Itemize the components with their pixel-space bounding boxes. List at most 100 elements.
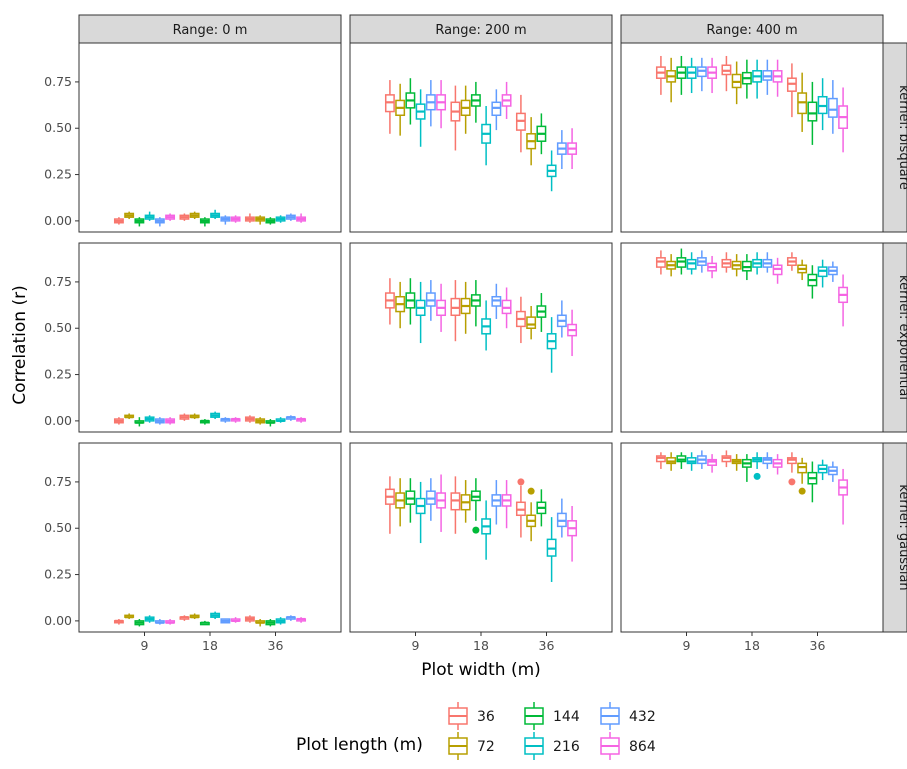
panel-border	[349, 442, 613, 633]
box-plot	[762, 452, 773, 469]
x-tick-label: 36	[539, 638, 555, 653]
box-plot	[655, 55, 666, 95]
box-plot	[696, 250, 707, 273]
box-plot	[470, 478, 481, 521]
y-tick-label: 0.50	[44, 520, 72, 535]
box-plot	[210, 411, 221, 420]
box-iqr	[807, 101, 818, 122]
box-plot	[807, 461, 818, 503]
box-plot	[838, 87, 849, 153]
box-plot	[415, 481, 426, 544]
box-plot	[405, 278, 416, 325]
box-plot	[144, 211, 155, 221]
box-plot	[655, 250, 666, 275]
box-plot	[436, 474, 447, 532]
box-plot	[395, 83, 406, 136]
panel-border	[349, 42, 613, 233]
legend: Plot length (m) 36 72 144 216 432 864	[296, 702, 656, 760]
box-plot	[567, 506, 578, 562]
box-plot	[827, 80, 838, 134]
box-plot	[244, 213, 255, 223]
box-plot	[526, 306, 537, 340]
box-iqr	[526, 316, 537, 329]
box-plot	[199, 217, 210, 227]
y-tick-label: 0.50	[44, 320, 72, 335]
box-plot	[501, 81, 512, 119]
box-plot	[515, 94, 526, 153]
legend-item: 216	[524, 732, 580, 760]
outlier-point	[527, 487, 535, 495]
box-plot	[707, 454, 718, 473]
box-plot	[275, 215, 286, 223]
box-plot	[296, 417, 307, 423]
box-plot	[134, 217, 145, 227]
box-plot	[686, 452, 697, 471]
box-plot	[384, 476, 395, 534]
legend-label: 864	[629, 739, 656, 755]
box-plot	[134, 619, 145, 627]
box-plot	[154, 619, 165, 625]
legend-label: 144	[553, 709, 580, 725]
box-plot	[491, 480, 502, 525]
box-plot	[546, 317, 557, 373]
box-plot	[797, 457, 808, 484]
box-plot	[165, 213, 176, 221]
legend-item: 72	[448, 732, 495, 760]
box-plot	[425, 478, 436, 521]
box-plot	[707, 57, 718, 94]
box-plot	[255, 215, 266, 225]
facet-strip-bg	[620, 14, 884, 44]
panel-border	[349, 242, 613, 433]
facet-strip-col: Range: 0 m	[78, 14, 342, 44]
box-plot	[436, 80, 447, 129]
box-plot	[515, 296, 526, 344]
box-plot	[460, 85, 471, 134]
box-plot	[230, 617, 241, 623]
facet-strip-label: kernel: gaussian	[896, 484, 907, 590]
box-plot	[731, 254, 742, 277]
box-plot	[741, 254, 752, 281]
box-plot	[827, 461, 838, 482]
box-plot	[285, 415, 296, 421]
y-axis-title: Correlation (r)	[10, 285, 30, 404]
box-plot	[255, 619, 266, 627]
box-plot	[165, 619, 176, 625]
box-plot	[696, 57, 707, 92]
facet-strip-bg	[882, 442, 907, 633]
box-plot	[189, 211, 200, 220]
box-plot	[526, 117, 537, 166]
facet-strip-label: Range: 200 m	[435, 23, 526, 38]
box-plot	[144, 615, 155, 623]
box-plot	[436, 283, 447, 332]
legend-label: 216	[553, 739, 580, 755]
box-plot	[536, 293, 547, 332]
outlier-point	[788, 478, 796, 486]
box-plot	[425, 280, 436, 321]
y-tick-label: 0.25	[44, 567, 72, 582]
box-plot	[786, 452, 797, 473]
box-plot	[165, 417, 176, 425]
legend-item: 144	[524, 702, 580, 730]
box-plot	[721, 55, 732, 92]
box-plot	[676, 248, 687, 275]
box-plot	[220, 618, 231, 624]
panel-border	[78, 242, 342, 433]
facet-panel: 0.00 0.25 0.50 0.75	[44, 242, 342, 433]
box-plot	[384, 278, 395, 325]
box-plot	[189, 613, 200, 620]
box-plot	[154, 417, 165, 425]
legend-title: Plot length (m)	[296, 735, 423, 755]
box-plot	[425, 80, 436, 127]
box-plot	[797, 259, 808, 281]
box-plot	[470, 280, 481, 327]
box-plot	[124, 613, 135, 620]
facet-panel: 0.00 0.25 0.50 0.75	[44, 42, 342, 233]
box-plot	[210, 611, 221, 620]
y-tick-label: 0.25	[44, 367, 72, 382]
box-plot	[405, 478, 416, 523]
box-plot	[113, 217, 124, 225]
box-plot	[481, 106, 492, 166]
box-plot	[285, 213, 296, 221]
facet-strip-col: Range: 200 m	[349, 14, 613, 44]
